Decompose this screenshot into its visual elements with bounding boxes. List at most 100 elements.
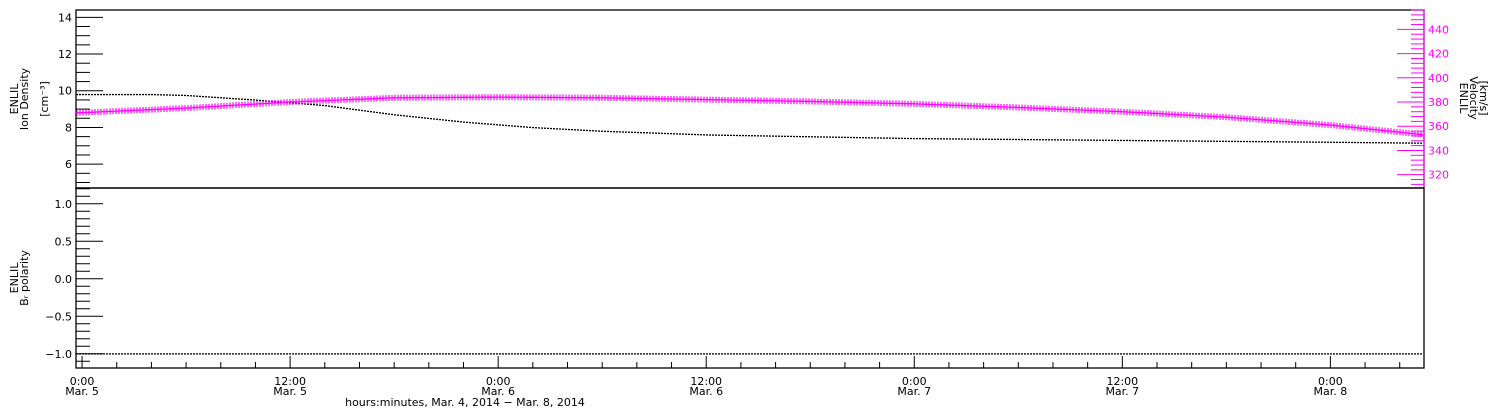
data-point xyxy=(574,129,576,131)
data-point xyxy=(166,353,168,355)
data-point xyxy=(637,353,639,355)
data-point xyxy=(118,93,120,96)
data-point xyxy=(370,111,372,113)
data-point xyxy=(691,353,693,355)
data-point xyxy=(634,353,636,355)
data-point xyxy=(250,99,252,101)
data-point xyxy=(1018,138,1020,141)
data-point xyxy=(877,353,879,355)
data-point xyxy=(1321,353,1323,355)
data-point xyxy=(601,130,603,132)
data-point xyxy=(616,131,618,133)
data-point xyxy=(550,353,552,355)
data-point xyxy=(520,126,522,128)
data-point xyxy=(595,130,597,132)
data-point xyxy=(1168,353,1170,355)
data-point xyxy=(1264,141,1266,143)
data-point xyxy=(1177,140,1179,142)
data-point xyxy=(1186,353,1188,355)
data-point xyxy=(1276,353,1278,355)
data-point xyxy=(1003,138,1005,141)
data-point xyxy=(547,353,549,355)
data-point xyxy=(1258,140,1260,143)
data-point xyxy=(646,353,648,355)
data-point xyxy=(1378,142,1380,144)
data-point xyxy=(1270,353,1272,355)
data-point xyxy=(682,353,684,355)
data-point xyxy=(631,131,633,133)
data-point xyxy=(721,134,723,136)
data-point xyxy=(442,119,444,121)
data-point xyxy=(784,353,786,355)
data-point xyxy=(706,353,708,355)
data-point xyxy=(268,353,270,355)
data-point xyxy=(946,138,948,140)
data-point xyxy=(478,122,480,124)
data-point xyxy=(1387,142,1389,144)
data-point xyxy=(397,353,399,355)
data-point xyxy=(685,353,687,355)
y-tick-label: 10 xyxy=(58,85,72,98)
data-point xyxy=(1114,139,1116,142)
data-point xyxy=(277,353,279,355)
data-point xyxy=(946,353,948,355)
data-point xyxy=(1234,140,1236,143)
data-point xyxy=(235,98,237,100)
data-point xyxy=(1120,353,1122,355)
data-point xyxy=(985,353,987,355)
data-point xyxy=(115,93,117,96)
data-point xyxy=(109,353,111,355)
data-point xyxy=(844,353,846,355)
data-point xyxy=(955,353,957,355)
data-point xyxy=(784,135,786,137)
data-point xyxy=(262,353,264,355)
data-point xyxy=(847,353,849,355)
data-point xyxy=(382,353,384,355)
data-point xyxy=(1300,353,1302,355)
data-point xyxy=(421,117,423,119)
data-point xyxy=(1126,139,1128,142)
data-point xyxy=(1108,353,1110,355)
data-point xyxy=(439,118,441,121)
data-point xyxy=(322,353,324,355)
x-tick-date: Mar. 6 xyxy=(481,385,515,398)
data-point xyxy=(484,123,486,125)
y-axis-label: ENLIL xyxy=(8,83,21,115)
data-point xyxy=(169,94,171,96)
data-point xyxy=(241,98,243,100)
data-point xyxy=(526,353,528,355)
data-point xyxy=(796,135,798,138)
data-point xyxy=(1054,353,1056,355)
data-point xyxy=(1342,353,1344,355)
data-point xyxy=(676,133,678,135)
data-point xyxy=(1006,138,1008,141)
data-point xyxy=(238,98,240,100)
data-point xyxy=(613,353,615,355)
data-point xyxy=(673,353,675,355)
data-point xyxy=(1072,139,1074,141)
data-point xyxy=(1150,353,1152,355)
data-point xyxy=(1372,142,1374,144)
data-point xyxy=(424,117,426,119)
data-point xyxy=(334,106,336,108)
data-point xyxy=(955,138,957,140)
data-point xyxy=(1093,353,1095,355)
data-point xyxy=(1399,353,1401,355)
data-point xyxy=(607,130,609,133)
data-point xyxy=(343,107,345,109)
data-point xyxy=(181,353,183,355)
data-point xyxy=(973,138,975,140)
data-point xyxy=(904,353,906,355)
data-point xyxy=(619,131,621,133)
data-point xyxy=(1237,140,1239,143)
data-point xyxy=(211,353,213,355)
data-point xyxy=(859,136,861,139)
data-point xyxy=(127,353,129,355)
data-point xyxy=(928,353,930,355)
data-point xyxy=(274,353,276,355)
data-point xyxy=(1402,142,1404,144)
data-point xyxy=(778,353,780,355)
data-point xyxy=(751,353,753,355)
data-point xyxy=(712,134,714,136)
data-point xyxy=(1399,142,1401,144)
